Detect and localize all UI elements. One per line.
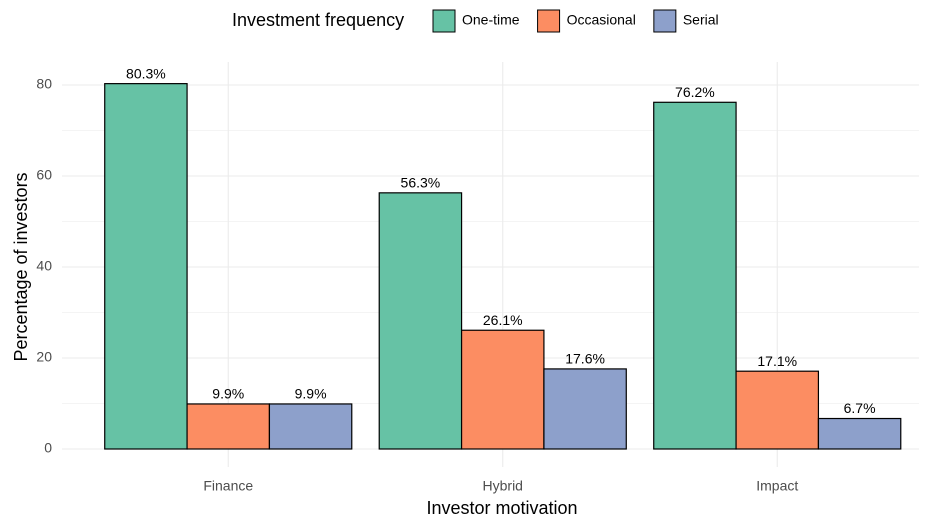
y-tick-label: 20: [36, 349, 52, 365]
bar: [817, 417, 902, 450]
legend-key: [537, 9, 561, 33]
x-tick-label: Finance: [203, 478, 253, 494]
bar: [653, 101, 737, 450]
value-label: 56.3%: [401, 175, 441, 191]
value-label: 76.2%: [675, 84, 715, 100]
y-tick-label: 40: [36, 258, 52, 274]
y-tick-label: 60: [36, 167, 52, 183]
bar: [268, 403, 353, 450]
bar: [104, 83, 188, 450]
legend-key: [653, 9, 677, 33]
y-tick-label: 0: [44, 440, 52, 456]
y-axis-title: Percentage of investors: [11, 172, 31, 361]
value-label: 17.1%: [757, 353, 797, 369]
bar: [543, 368, 627, 450]
bar: [735, 370, 820, 450]
x-axis-title: Investor motivation: [426, 498, 577, 518]
bar: [186, 403, 271, 450]
legend-label: One-time: [462, 12, 520, 28]
legend-label: Serial: [683, 12, 719, 28]
value-label: 17.6%: [565, 351, 605, 367]
legend-key: [432, 9, 456, 33]
value-label: 9.9%: [212, 386, 244, 402]
value-label: 6.7%: [844, 400, 876, 416]
legend-label: Occasional: [567, 12, 636, 28]
legend-title: Investment frequency: [232, 10, 404, 30]
bar: [378, 192, 463, 450]
value-label: 80.3%: [126, 65, 166, 81]
value-label: 9.9%: [295, 386, 327, 402]
x-tick-label: Impact: [756, 478, 798, 494]
bar: [460, 329, 545, 450]
y-tick-label: 80: [36, 76, 52, 92]
x-tick-label: Hybrid: [483, 478, 523, 494]
value-label: 26.1%: [483, 312, 523, 328]
